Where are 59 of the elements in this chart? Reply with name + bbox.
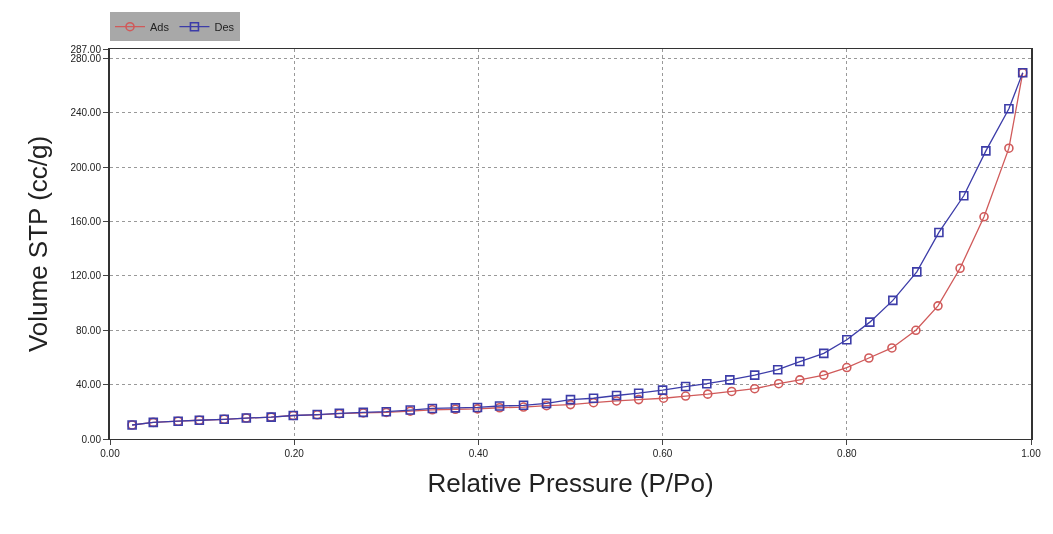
legend-label: Ads (150, 20, 170, 33)
x-tick-label: 0.80 (837, 448, 857, 459)
point (955, 263, 965, 274)
point (773, 378, 784, 389)
x-tick-label: 0.00 (100, 448, 121, 459)
point (657, 385, 668, 395)
x-tick-label: 0.20 (284, 448, 305, 459)
point (633, 388, 644, 399)
point (887, 343, 897, 353)
point (865, 317, 875, 327)
point (1004, 143, 1014, 153)
point (888, 295, 898, 306)
y-tick-label: 240.00 (70, 107, 102, 119)
point (749, 383, 760, 394)
point (633, 394, 644, 405)
y-tick-label: 80.00 (75, 324, 102, 336)
x-tick-label: 0.60 (652, 448, 673, 459)
legend-label: Des (214, 20, 235, 33)
point (912, 267, 922, 277)
point (911, 325, 921, 336)
point (726, 386, 737, 397)
point (795, 356, 805, 367)
point (611, 390, 622, 401)
point (702, 389, 713, 399)
point (979, 212, 989, 222)
x-tick-label: 1.00 (1021, 448, 1042, 459)
y-tick-label: 40.00 (75, 379, 102, 391)
point (772, 364, 783, 375)
point (611, 396, 622, 406)
point (864, 353, 874, 363)
point (795, 375, 805, 385)
point (934, 227, 944, 238)
point (588, 393, 599, 404)
point (680, 391, 691, 401)
point (818, 348, 829, 359)
point (842, 362, 852, 373)
point (680, 381, 691, 392)
point (749, 370, 760, 380)
point (702, 378, 712, 389)
y-axis-title: Volume STP (cc/g) (23, 135, 54, 353)
y-tick-label: 280.00 (70, 53, 102, 65)
point (658, 393, 669, 404)
point (1004, 103, 1014, 114)
y-tick-label: 287.00 (70, 43, 102, 55)
x-tick-label: 0.40 (468, 448, 489, 459)
point (981, 146, 991, 156)
point (818, 370, 829, 380)
y-tick-label: 120.00 (70, 270, 102, 282)
point (842, 335, 852, 345)
y-tick-label: 200.00 (70, 161, 102, 173)
point (565, 394, 576, 405)
point (725, 375, 735, 385)
y-tick-label: 0.00 (81, 433, 102, 445)
point (588, 397, 599, 408)
point (933, 301, 943, 311)
x-axis-title: Relative Pressure (P/Po) (427, 467, 714, 498)
point (565, 399, 576, 410)
y-tick-label: 160.00 (70, 216, 102, 228)
point (958, 190, 969, 201)
